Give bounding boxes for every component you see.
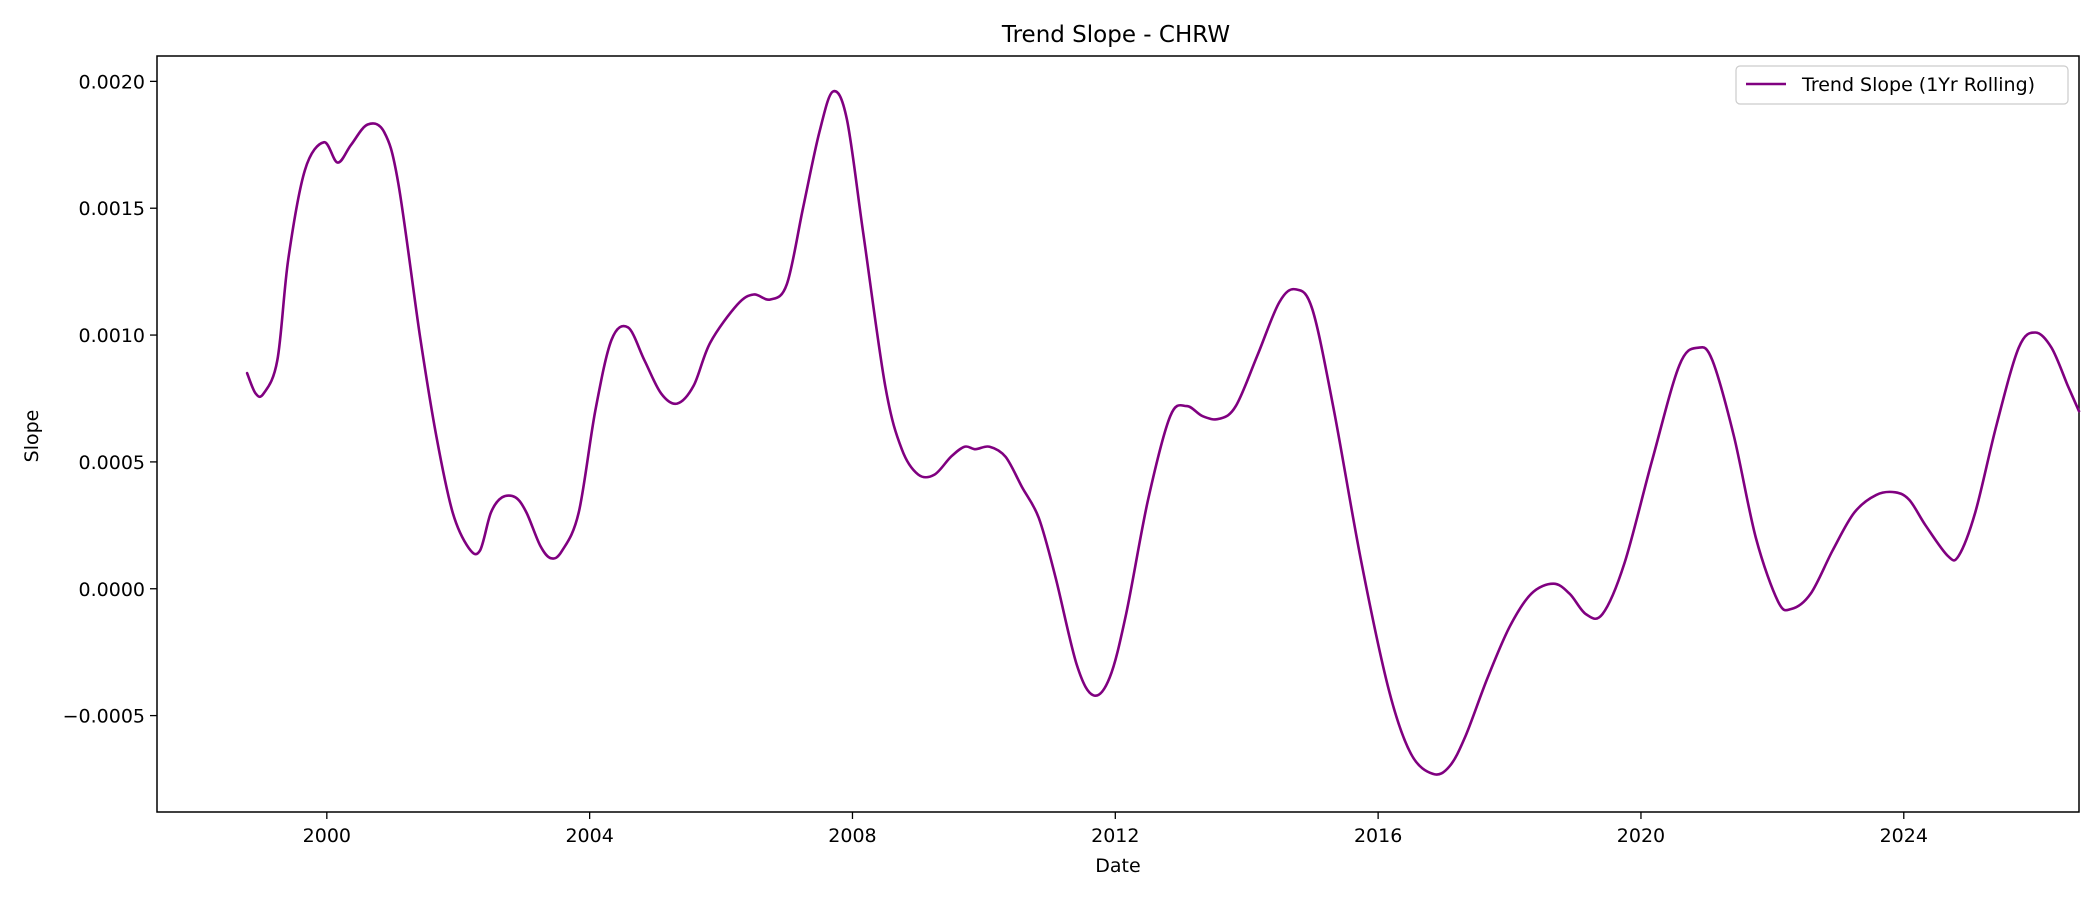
x-tick-label: 2020	[1617, 825, 1665, 847]
plot-frame	[156, 55, 2080, 813]
x-tick-label: 2008	[828, 825, 876, 847]
x-tick-label: 2000	[303, 825, 351, 847]
x-axis: 2000 2004 2008 2012 2016 2020 2024	[303, 812, 1928, 847]
chart-title: Trend Slope - CHRW	[1001, 22, 1230, 48]
x-tick-label: 2016	[1354, 825, 1402, 847]
x-tick-label: 2024	[1880, 825, 1928, 847]
y-tick-label: 0.0015	[79, 198, 145, 220]
y-tick-label: 0.0000	[79, 579, 145, 601]
x-tick-label: 2012	[1091, 825, 1139, 847]
legend-entry-label: Trend Slope (1Yr Rolling)	[1801, 74, 2035, 96]
y-tick-label: 0.0005	[79, 452, 145, 474]
x-tick-label: 2004	[565, 825, 613, 847]
y-axis-title: Slope	[21, 410, 43, 463]
series-line-trend-slope	[245, 89, 2081, 776]
legend-box	[1735, 65, 2069, 105]
legend: Trend Slope (1Yr Rolling)	[1735, 65, 2069, 105]
y-tick-label: −0.0005	[63, 706, 145, 728]
y-tick-label: 0.0010	[79, 325, 145, 347]
y-axis: −0.0005 0.0000 0.0005 0.0010 0.0015 0.0020	[63, 71, 157, 728]
x-axis-title: Date	[1095, 855, 1140, 877]
y-tick-label: 0.0020	[79, 71, 145, 93]
